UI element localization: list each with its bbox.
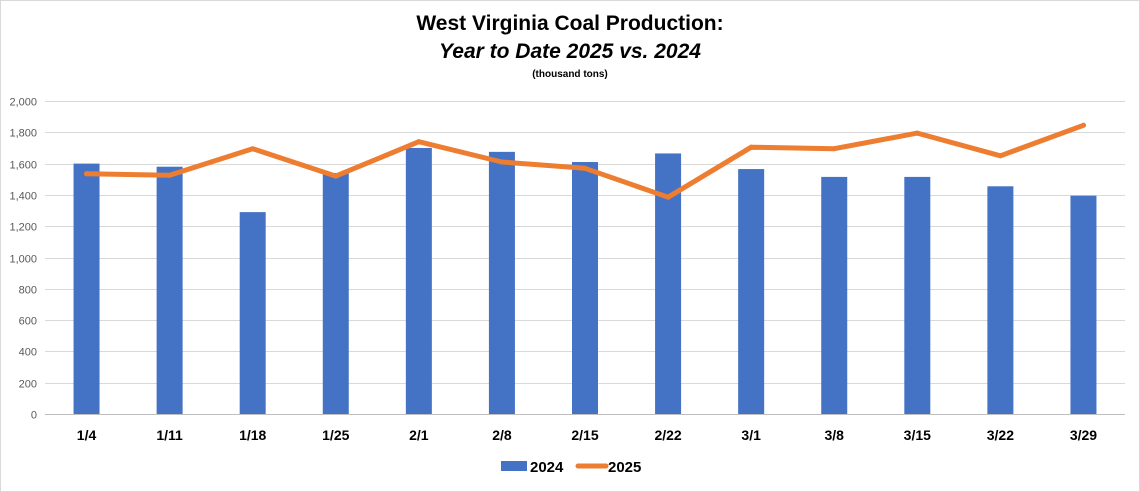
point-2025 — [167, 172, 173, 178]
point-2025 — [84, 171, 90, 177]
x-tick-label: 3/15 — [904, 427, 931, 443]
bar-2024 — [73, 163, 100, 414]
point-2025 — [333, 173, 339, 179]
point-2025 — [416, 139, 422, 145]
bar-2024 — [904, 176, 931, 414]
x-tick-label: 3/8 — [824, 427, 844, 443]
x-tick-label: 3/29 — [1070, 427, 1097, 443]
x-tick-label: 1/4 — [77, 427, 97, 443]
legend-label-2025: 2025 — [608, 459, 641, 476]
bar-2024 — [488, 151, 515, 415]
y-tick-label: 600 — [19, 316, 37, 328]
y-tick-label: 0 — [31, 410, 37, 422]
x-tick-label: 2/22 — [654, 427, 681, 443]
y-tick-label: 1,800 — [9, 128, 37, 140]
bar-2024 — [322, 172, 349, 414]
point-2025 — [250, 146, 256, 152]
y-tick-label: 1,000 — [9, 254, 37, 266]
x-tick-label: 1/11 — [156, 427, 183, 443]
bar-2024 — [1070, 195, 1097, 414]
point-2025 — [997, 153, 1003, 159]
y-tick-label: 1,400 — [9, 191, 37, 203]
y-axis: 2,000 1,800 1,600 1,400 1,200 1,000 800 600 400 2… — [9, 97, 37, 422]
y-tick-label: 1,200 — [9, 222, 37, 234]
chart-units: (thousand tons) — [532, 69, 608, 80]
legend-label-2024: 2024 — [530, 459, 564, 476]
point-2025 — [1080, 122, 1086, 128]
x-tick-label: 3/1 — [741, 427, 761, 443]
point-2025 — [665, 194, 671, 200]
x-tick-label: 1/18 — [239, 427, 266, 443]
legend-swatch-2024 — [501, 461, 527, 471]
bar-2024 — [738, 169, 765, 414]
chart-title-block: West Virginia Coal Production: Year to D… — [0, 10, 1140, 83]
x-tick-label: 1/25 — [322, 427, 349, 443]
y-tick-label: 2,000 — [9, 97, 37, 109]
chart-title: West Virginia Coal Production: — [416, 12, 724, 35]
legend: 2024 2025 — [501, 459, 641, 476]
chart-subtitle: Year to Date 2025 vs. 2024 — [439, 40, 701, 63]
bar-2024 — [572, 162, 598, 414]
x-tick-label: 2/15 — [571, 427, 598, 443]
point-2025 — [831, 146, 837, 152]
y-tick-label: 800 — [19, 285, 37, 297]
point-2025 — [748, 144, 754, 150]
y-tick-label: 1,600 — [9, 160, 37, 172]
bar-series-2024 — [73, 147, 1097, 415]
x-tick-label: 2/8 — [492, 427, 512, 443]
bar-2024 — [239, 212, 266, 414]
bar-2024 — [405, 147, 432, 414]
point-2025 — [914, 130, 920, 136]
y-tick-label: 200 — [19, 379, 37, 391]
y-tick-label: 400 — [19, 347, 37, 359]
bar-2024 — [156, 166, 183, 414]
x-axis: 1/4 1/11 1/18 1/25 2/1 2/8 2/15 2/22 3/1 3/8 3/15 3… — [45, 414, 1125, 443]
point-2025 — [499, 159, 505, 165]
bar-2024 — [987, 186, 1014, 414]
x-tick-label: 3/22 — [987, 427, 1014, 443]
line-series-2025 — [84, 122, 1086, 200]
bar-2024 — [821, 176, 848, 414]
x-tick-label: 2/1 — [409, 427, 429, 443]
point-2025 — [582, 165, 588, 171]
